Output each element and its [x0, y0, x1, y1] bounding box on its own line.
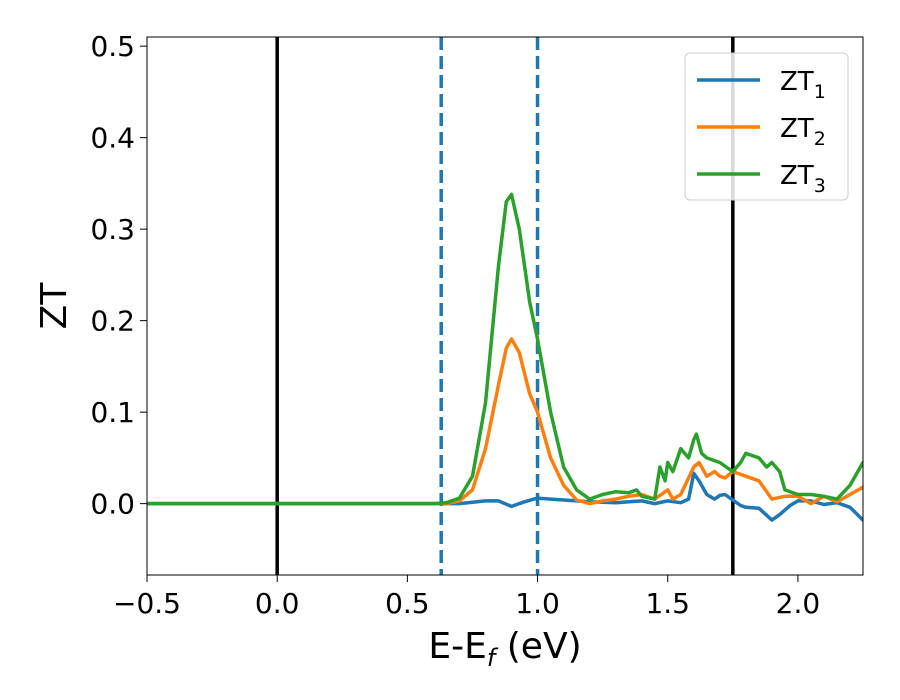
legend-label: ZT2 — [780, 114, 826, 150]
series-line-zt2 — [147, 337, 863, 506]
x-tick-label: 0.5 — [385, 587, 430, 620]
y-tick-label: 0.2 — [90, 305, 135, 338]
series-lines — [147, 192, 863, 522]
x-tick-label: 1.0 — [515, 587, 560, 620]
y-axis-label: ZT — [34, 282, 75, 330]
x-tick-label: −0.5 — [113, 587, 181, 620]
y-axis: 0.0 0.1 0.2 0.3 0.4 0.5 — [90, 30, 147, 521]
y-tick-label: 0.5 — [90, 30, 135, 63]
y-tick-label: 0.1 — [90, 396, 135, 429]
series-line-zt1 — [147, 471, 863, 522]
series-line-zt3 — [147, 192, 863, 506]
x-tick-label: 1.5 — [645, 587, 690, 620]
x-tick-label: 2.0 — [776, 587, 821, 620]
legend-box — [684, 52, 849, 201]
y-tick-label: 0.4 — [90, 122, 135, 155]
y-tick-label: 0.0 — [90, 488, 135, 521]
x-axis-label: E-Ef (eV) — [428, 626, 581, 672]
legend: ZT1 ZT2 ZT3 — [684, 52, 849, 201]
legend-label: ZT3 — [780, 161, 826, 197]
x-axis: −0.5 0.0 0.5 1.0 1.5 2.0 — [113, 575, 820, 620]
legend-label: ZT1 — [780, 67, 826, 103]
y-tick-label: 0.3 — [90, 213, 135, 246]
x-tick-label: 0.0 — [255, 587, 300, 620]
plot-frame — [146, 36, 864, 576]
